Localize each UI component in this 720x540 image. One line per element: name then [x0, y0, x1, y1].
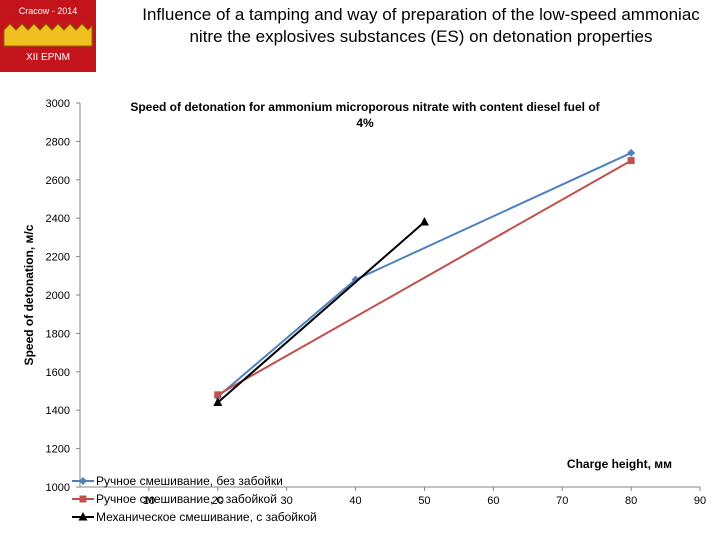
- series-2-point: [627, 157, 635, 165]
- slide-title: Influence of a tamping and way of prepar…: [142, 5, 700, 46]
- conference-logo: Cracow - 2014 XII EPNM: [0, 0, 96, 72]
- series-1-point: [627, 148, 636, 157]
- y-tick-label: 2400: [46, 213, 70, 225]
- chart-title: Speed of detonation for ammonium micropo…: [130, 100, 600, 130]
- series-2-point: [214, 391, 222, 399]
- y-tick-label: 1400: [46, 405, 70, 417]
- x-tick-label: 50: [418, 495, 430, 507]
- x-axis-label: Charge height, мм: [567, 457, 672, 471]
- x-tick-label: 10: [143, 495, 155, 507]
- x-tick-label: 20: [212, 495, 224, 507]
- y-tick-label: 3000: [46, 98, 70, 110]
- series-line-2: [217, 159, 632, 396]
- legend-label-1: Ручное смешивание, без забойки: [96, 474, 283, 488]
- legend-marker-1: [79, 477, 87, 485]
- x-tick-label: 90: [694, 495, 706, 507]
- series-3-point: [213, 397, 223, 407]
- y-tick-label: 1200: [46, 444, 70, 456]
- y-axis-label: Speed of detonation, м/с: [22, 224, 36, 365]
- y-tick-label: 1800: [46, 328, 70, 340]
- x-tick-label: 80: [625, 495, 637, 507]
- series-3-point: [419, 217, 429, 226]
- x-tick-label: 40: [349, 495, 361, 507]
- logo-bottom-text: XII EPNM: [26, 52, 70, 63]
- y-tick-label: 2200: [46, 252, 70, 264]
- legend-marker-3: [78, 512, 88, 521]
- x-tick-label: 70: [556, 495, 568, 507]
- gear-icon: [3, 23, 93, 47]
- y-tick-label: 2600: [46, 175, 70, 187]
- y-tick-label: 2800: [46, 136, 70, 148]
- x-tick-label: 60: [487, 495, 499, 507]
- legend-marker-2: [79, 495, 87, 503]
- x-tick-label: 30: [281, 495, 293, 507]
- legend-label-3: Механическое смешивание, с забойкой: [96, 510, 317, 524]
- legend-label-2: Ручное смешивание, с забойкой: [96, 492, 277, 506]
- y-tick-label: 1000: [46, 482, 70, 494]
- y-tick-label: 2000: [46, 290, 70, 302]
- series-line-3: [217, 221, 426, 404]
- logo-top-text: Cracow - 2014: [19, 6, 78, 16]
- y-tick-label: 1600: [46, 367, 70, 379]
